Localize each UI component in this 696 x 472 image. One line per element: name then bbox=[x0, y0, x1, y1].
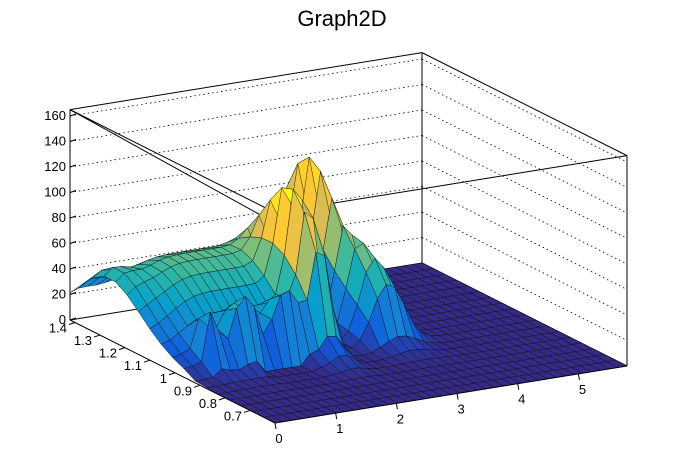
z-grid-line-side bbox=[421, 160, 628, 265]
y-tick-label: 1.3 bbox=[74, 333, 92, 348]
z-tick bbox=[69, 266, 77, 270]
box-edge bbox=[69, 109, 276, 224]
z-tick bbox=[69, 113, 77, 117]
y-tick-label: 1.1 bbox=[124, 358, 142, 373]
y-tick-label: 1.4 bbox=[49, 321, 67, 336]
x-tick-label: 4 bbox=[518, 392, 525, 407]
z-tick bbox=[69, 139, 77, 142]
x-tick-label: 5 bbox=[579, 382, 586, 397]
z-tick bbox=[69, 241, 77, 244]
z-grid-line-side bbox=[421, 58, 628, 163]
y-axis bbox=[69, 319, 276, 424]
z-tick-label: 160 bbox=[44, 108, 66, 123]
y-tick bbox=[143, 359, 151, 363]
y-tick bbox=[93, 334, 101, 338]
x-tick bbox=[274, 422, 277, 430]
x-tick-label: 3 bbox=[457, 402, 464, 417]
y-tick-label: 1 bbox=[160, 371, 167, 386]
y-tick bbox=[218, 397, 226, 401]
z-grid-line-back bbox=[69, 109, 423, 168]
z-tick-label: 80 bbox=[52, 210, 66, 225]
z-tick-label: 140 bbox=[44, 134, 66, 149]
x-axis bbox=[274, 365, 628, 424]
z-grid-line-back bbox=[69, 58, 423, 117]
z-grid-line-back bbox=[69, 211, 423, 270]
z-grid-line-back bbox=[69, 160, 423, 219]
y-tick bbox=[243, 409, 251, 413]
z-tick-label: 40 bbox=[52, 261, 66, 276]
z-tick bbox=[69, 215, 77, 219]
y-tick-label: 1.2 bbox=[99, 346, 117, 361]
x-tick-label: 0 bbox=[275, 431, 282, 446]
box-edge bbox=[421, 52, 628, 157]
z-grid-line-side bbox=[421, 135, 628, 239]
surface-plot bbox=[69, 156, 628, 424]
z-tick-label: 0 bbox=[59, 312, 66, 327]
y-tick-label: 0.9 bbox=[174, 383, 192, 398]
x-tick bbox=[517, 383, 520, 390]
x-tick bbox=[395, 403, 398, 410]
z-grid-line-back bbox=[69, 186, 423, 244]
y-tick-label: 0.7 bbox=[224, 408, 242, 423]
z-grid-line-back bbox=[69, 84, 423, 142]
z-tick-label: 120 bbox=[44, 159, 66, 174]
y-tick-label: 0.8 bbox=[199, 396, 217, 411]
y-tick bbox=[168, 372, 176, 376]
axes: 0204060801001201401600.70.80.911.11.21.3… bbox=[44, 108, 628, 446]
x-tick-label: 1 bbox=[336, 421, 343, 436]
z-grid-line-back bbox=[69, 135, 423, 193]
x-tick-label: 2 bbox=[397, 411, 404, 426]
box-edge bbox=[69, 52, 423, 111]
z-tick bbox=[69, 317, 77, 321]
z-grid-line-side bbox=[421, 186, 628, 290]
z-tick bbox=[69, 190, 77, 193]
y-tick bbox=[193, 384, 201, 388]
z-grid-line-side bbox=[421, 109, 628, 214]
box-edge bbox=[69, 109, 276, 214]
z-tick-label: 100 bbox=[44, 185, 66, 200]
y-tick bbox=[68, 322, 76, 325]
y-tick bbox=[118, 347, 126, 351]
z-tick-label: 20 bbox=[52, 287, 66, 302]
x-tick bbox=[456, 393, 459, 400]
x-tick bbox=[335, 413, 338, 420]
chart-title: Graph2D bbox=[297, 6, 386, 31]
x-tick bbox=[577, 373, 580, 380]
z-tick bbox=[69, 164, 77, 168]
grid-layer bbox=[69, 58, 628, 341]
z-tick bbox=[69, 292, 77, 295]
z-tick-label: 60 bbox=[52, 236, 66, 251]
